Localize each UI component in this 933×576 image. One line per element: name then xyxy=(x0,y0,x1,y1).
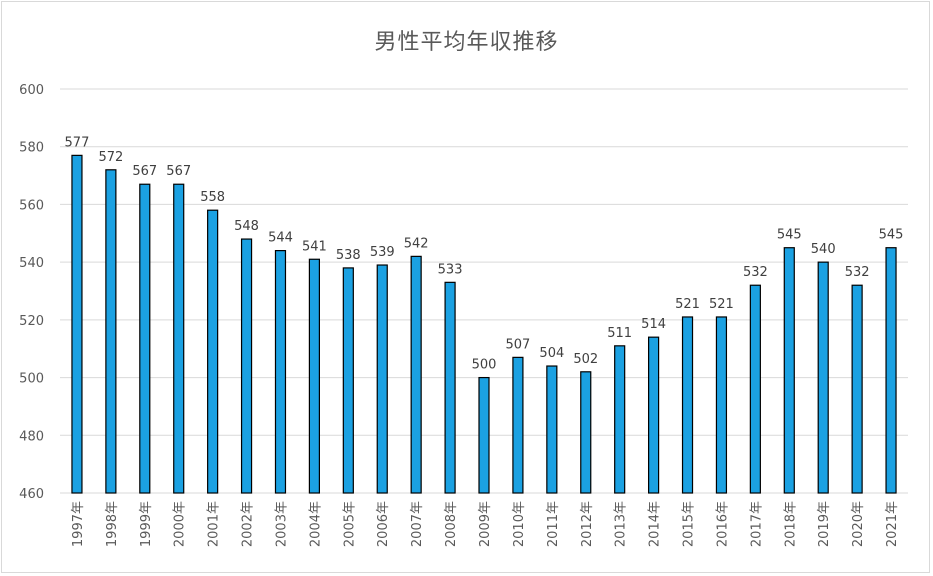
y-tick-label: 480 xyxy=(19,429,44,444)
data-label: 521 xyxy=(675,297,700,312)
bar xyxy=(410,255,422,494)
data-label: 507 xyxy=(506,337,531,352)
data-label: 511 xyxy=(607,326,632,341)
x-tick-label: 2017年 xyxy=(749,501,764,547)
bar xyxy=(71,154,83,494)
x-tick-label: 2006年 xyxy=(376,501,391,547)
x-tick-label: 2015年 xyxy=(682,501,697,547)
bar xyxy=(342,267,354,494)
bar xyxy=(308,258,320,494)
data-label: 567 xyxy=(166,164,191,179)
x-tick-label: 1997年 xyxy=(71,501,86,547)
bar xyxy=(274,250,287,494)
x-tick-label: 1998年 xyxy=(105,501,120,547)
bar xyxy=(139,183,151,494)
bar xyxy=(512,356,524,494)
bar xyxy=(173,183,185,494)
bar xyxy=(749,284,761,494)
bar xyxy=(240,238,253,494)
data-label: 500 xyxy=(472,358,497,373)
x-tick-label: 2005年 xyxy=(342,501,357,547)
y-tick-label: 600 xyxy=(19,83,44,98)
x-tick-label: 2002年 xyxy=(241,501,256,547)
data-label: 502 xyxy=(573,352,598,367)
data-label: 548 xyxy=(234,219,259,234)
x-tick-label: 2000年 xyxy=(173,501,188,547)
x-tick-label: 2001年 xyxy=(207,501,222,547)
bar xyxy=(681,316,694,494)
data-label: 545 xyxy=(777,228,802,243)
x-tick-label: 2019年 xyxy=(817,501,832,547)
data-label: 577 xyxy=(65,135,90,150)
y-tick-label: 520 xyxy=(19,314,44,329)
x-tick-label: 2020年 xyxy=(851,501,866,547)
y-tick-label: 560 xyxy=(19,198,44,213)
y-tick-label: 540 xyxy=(19,256,44,271)
data-label: 532 xyxy=(845,265,870,280)
data-label: 521 xyxy=(709,297,734,312)
bar xyxy=(783,247,795,494)
y-tick-label: 460 xyxy=(19,487,44,502)
bar xyxy=(885,247,897,494)
x-tick-label: 2014年 xyxy=(648,501,663,547)
data-label: 514 xyxy=(641,317,666,332)
bar xyxy=(376,264,388,494)
bar xyxy=(580,371,592,494)
x-tick-label: 2008年 xyxy=(444,501,459,547)
bar xyxy=(105,169,117,494)
x-tick-label: 2016年 xyxy=(715,501,730,547)
data-label: 504 xyxy=(539,346,564,361)
x-tick-label: 2004年 xyxy=(308,501,323,547)
bar xyxy=(478,376,490,494)
data-label: 545 xyxy=(879,228,904,243)
x-tick-label: 2021年 xyxy=(885,501,900,547)
bar xyxy=(614,345,626,494)
x-tick-label: 2012年 xyxy=(580,501,595,547)
x-tick-label: 2003年 xyxy=(274,501,289,547)
data-label: 567 xyxy=(132,164,157,179)
data-label: 558 xyxy=(200,190,225,205)
data-label: 572 xyxy=(98,150,123,165)
x-tick-label: 2010年 xyxy=(512,501,527,547)
bar xyxy=(207,209,219,494)
x-tick-label: 2013年 xyxy=(614,501,629,547)
x-tick-label: 2007年 xyxy=(410,501,425,547)
bar xyxy=(444,281,456,494)
bar xyxy=(546,365,558,494)
y-tick-label: 500 xyxy=(19,372,44,387)
x-tick-label: 2009年 xyxy=(478,501,493,547)
bar xyxy=(851,284,863,494)
data-label: 542 xyxy=(404,236,429,251)
bar xyxy=(647,336,660,494)
data-label: 541 xyxy=(302,239,327,254)
y-tick-label: 580 xyxy=(19,141,44,156)
data-label: 538 xyxy=(336,248,361,263)
x-tick-label: 2018年 xyxy=(783,501,798,547)
data-label: 533 xyxy=(438,262,463,277)
bar xyxy=(817,261,829,494)
data-label: 539 xyxy=(370,245,395,260)
x-tick-label: 2011年 xyxy=(546,501,561,547)
data-label: 540 xyxy=(811,242,836,257)
data-label: 532 xyxy=(743,265,768,280)
data-label: 544 xyxy=(268,231,293,246)
x-tick-label: 1999年 xyxy=(139,501,154,547)
bar xyxy=(715,316,728,494)
chart-title: 男性平均年収推移 xyxy=(374,30,559,55)
